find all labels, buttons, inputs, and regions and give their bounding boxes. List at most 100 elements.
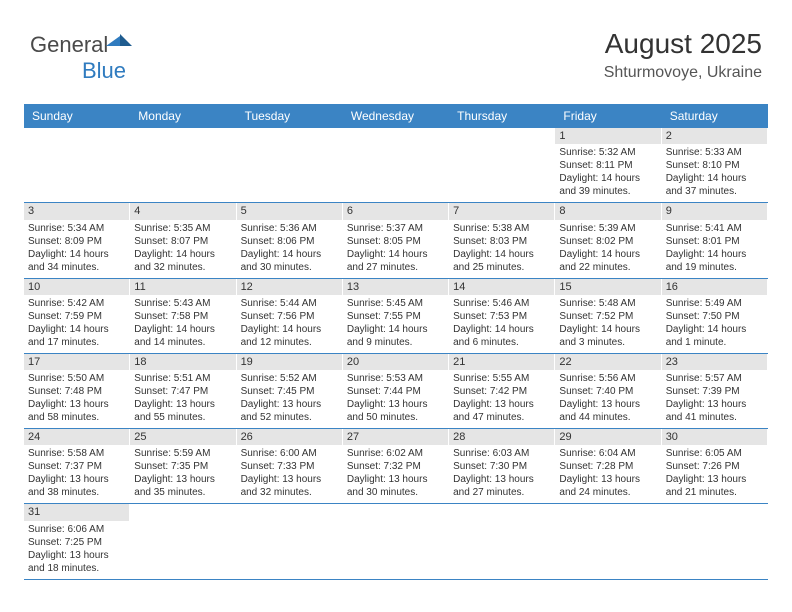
- sunrise-line: Sunrise: 5:34 AM: [28, 222, 125, 235]
- sunrise-line: Sunrise: 5:59 AM: [134, 447, 231, 460]
- sunset-line: Sunset: 7:56 PM: [241, 310, 338, 323]
- sunrise-line: Sunrise: 5:56 AM: [559, 372, 656, 385]
- sunset-line: Sunset: 7:55 PM: [347, 310, 444, 323]
- day-number: 2: [662, 128, 767, 144]
- day-number: 24: [24, 429, 129, 445]
- daylight-line: Daylight: 13 hours and 32 minutes.: [241, 473, 338, 499]
- sunrise-line: Sunrise: 5:46 AM: [453, 297, 550, 310]
- daylight-line: Daylight: 13 hours and 38 minutes.: [28, 473, 125, 499]
- day-number: 14: [449, 279, 554, 295]
- calendar-day-cell: 14Sunrise: 5:46 AMSunset: 7:53 PMDayligh…: [449, 279, 555, 353]
- daylight-line: Daylight: 14 hours and 14 minutes.: [134, 323, 231, 349]
- calendar-day-cell: 20Sunrise: 5:53 AMSunset: 7:44 PMDayligh…: [343, 354, 449, 428]
- calendar-day-cell: 8Sunrise: 5:39 AMSunset: 8:02 PMDaylight…: [555, 203, 661, 277]
- calendar-day-cell: 21Sunrise: 5:55 AMSunset: 7:42 PMDayligh…: [449, 354, 555, 428]
- daylight-line: Daylight: 14 hours and 3 minutes.: [559, 323, 656, 349]
- sunrise-line: Sunrise: 5:53 AM: [347, 372, 444, 385]
- day-number: 8: [555, 203, 660, 219]
- sunset-line: Sunset: 7:59 PM: [28, 310, 125, 323]
- sunrise-line: Sunrise: 5:52 AM: [241, 372, 338, 385]
- sunset-line: Sunset: 7:33 PM: [241, 460, 338, 473]
- sunrise-line: Sunrise: 5:42 AM: [28, 297, 125, 310]
- weekday-header: Thursday: [449, 104, 555, 128]
- header: August 2025 Shturmovoye, Ukraine: [604, 28, 762, 82]
- calendar-day-cell: 16Sunrise: 5:49 AMSunset: 7:50 PMDayligh…: [662, 279, 768, 353]
- calendar-day-cell: 26Sunrise: 6:00 AMSunset: 7:33 PMDayligh…: [237, 429, 343, 503]
- sunrise-line: Sunrise: 5:33 AM: [666, 146, 763, 159]
- sunset-line: Sunset: 7:50 PM: [666, 310, 763, 323]
- logo: General Blue: [30, 32, 132, 84]
- day-number: 25: [130, 429, 235, 445]
- day-number: 21: [449, 354, 554, 370]
- sunset-line: Sunset: 8:07 PM: [134, 235, 231, 248]
- daylight-line: Daylight: 14 hours and 34 minutes.: [28, 248, 125, 274]
- calendar-empty-cell: [343, 128, 449, 202]
- sunrise-line: Sunrise: 6:04 AM: [559, 447, 656, 460]
- day-number: 22: [555, 354, 660, 370]
- daylight-line: Daylight: 14 hours and 25 minutes.: [453, 248, 550, 274]
- calendar-day-cell: 13Sunrise: 5:45 AMSunset: 7:55 PMDayligh…: [343, 279, 449, 353]
- logo-arrow-icon: [106, 30, 132, 51]
- sunrise-line: Sunrise: 5:51 AM: [134, 372, 231, 385]
- sunset-line: Sunset: 8:06 PM: [241, 235, 338, 248]
- calendar-empty-cell: [555, 504, 661, 578]
- sunrise-line: Sunrise: 5:43 AM: [134, 297, 231, 310]
- daylight-line: Daylight: 13 hours and 44 minutes.: [559, 398, 656, 424]
- daylight-line: Daylight: 13 hours and 21 minutes.: [666, 473, 763, 499]
- sunrise-line: Sunrise: 6:03 AM: [453, 447, 550, 460]
- calendar-day-cell: 24Sunrise: 5:58 AMSunset: 7:37 PMDayligh…: [24, 429, 130, 503]
- day-number: 26: [237, 429, 342, 445]
- sunrise-line: Sunrise: 5:38 AM: [453, 222, 550, 235]
- daylight-line: Daylight: 14 hours and 37 minutes.: [666, 172, 763, 198]
- day-number: 4: [130, 203, 235, 219]
- sunrise-line: Sunrise: 5:39 AM: [559, 222, 656, 235]
- sunset-line: Sunset: 7:42 PM: [453, 385, 550, 398]
- sunrise-line: Sunrise: 5:37 AM: [347, 222, 444, 235]
- daylight-line: Daylight: 14 hours and 9 minutes.: [347, 323, 444, 349]
- daylight-line: Daylight: 13 hours and 41 minutes.: [666, 398, 763, 424]
- daylight-line: Daylight: 14 hours and 1 minute.: [666, 323, 763, 349]
- sunset-line: Sunset: 7:30 PM: [453, 460, 550, 473]
- day-number: 28: [449, 429, 554, 445]
- day-number: 16: [662, 279, 767, 295]
- calendar-empty-cell: [449, 128, 555, 202]
- sunrise-line: Sunrise: 5:44 AM: [241, 297, 338, 310]
- calendar-header-row: SundayMondayTuesdayWednesdayThursdayFrid…: [24, 104, 768, 128]
- sunset-line: Sunset: 7:47 PM: [134, 385, 231, 398]
- daylight-line: Daylight: 14 hours and 19 minutes.: [666, 248, 763, 274]
- daylight-line: Daylight: 14 hours and 27 minutes.: [347, 248, 444, 274]
- day-number: 10: [24, 279, 129, 295]
- sunrise-line: Sunrise: 5:50 AM: [28, 372, 125, 385]
- sunset-line: Sunset: 7:45 PM: [241, 385, 338, 398]
- calendar-empty-cell: [237, 504, 343, 578]
- day-number: 17: [24, 354, 129, 370]
- day-number: 3: [24, 203, 129, 219]
- day-number: 13: [343, 279, 448, 295]
- sunrise-line: Sunrise: 5:57 AM: [666, 372, 763, 385]
- calendar-day-cell: 6Sunrise: 5:37 AMSunset: 8:05 PMDaylight…: [343, 203, 449, 277]
- daylight-line: Daylight: 14 hours and 30 minutes.: [241, 248, 338, 274]
- day-number: 29: [555, 429, 660, 445]
- weekday-header: Tuesday: [237, 104, 343, 128]
- sunset-line: Sunset: 7:52 PM: [559, 310, 656, 323]
- sunrise-line: Sunrise: 5:55 AM: [453, 372, 550, 385]
- weekday-header: Friday: [555, 104, 661, 128]
- daylight-line: Daylight: 13 hours and 30 minutes.: [347, 473, 444, 499]
- day-number: 15: [555, 279, 660, 295]
- sunrise-line: Sunrise: 5:36 AM: [241, 222, 338, 235]
- daylight-line: Daylight: 13 hours and 35 minutes.: [134, 473, 231, 499]
- calendar-empty-cell: [130, 504, 236, 578]
- calendar-day-cell: 27Sunrise: 6:02 AMSunset: 7:32 PMDayligh…: [343, 429, 449, 503]
- sunrise-line: Sunrise: 5:35 AM: [134, 222, 231, 235]
- daylight-line: Daylight: 13 hours and 27 minutes.: [453, 473, 550, 499]
- daylight-line: Daylight: 13 hours and 52 minutes.: [241, 398, 338, 424]
- calendar-day-cell: 19Sunrise: 5:52 AMSunset: 7:45 PMDayligh…: [237, 354, 343, 428]
- daylight-line: Daylight: 13 hours and 58 minutes.: [28, 398, 125, 424]
- day-number: 20: [343, 354, 448, 370]
- calendar-row: 17Sunrise: 5:50 AMSunset: 7:48 PMDayligh…: [24, 354, 768, 429]
- daylight-line: Daylight: 14 hours and 22 minutes.: [559, 248, 656, 274]
- calendar-row: 1Sunrise: 5:32 AMSunset: 8:11 PMDaylight…: [24, 128, 768, 203]
- sunset-line: Sunset: 8:05 PM: [347, 235, 444, 248]
- daylight-line: Daylight: 14 hours and 32 minutes.: [134, 248, 231, 274]
- sunset-line: Sunset: 8:09 PM: [28, 235, 125, 248]
